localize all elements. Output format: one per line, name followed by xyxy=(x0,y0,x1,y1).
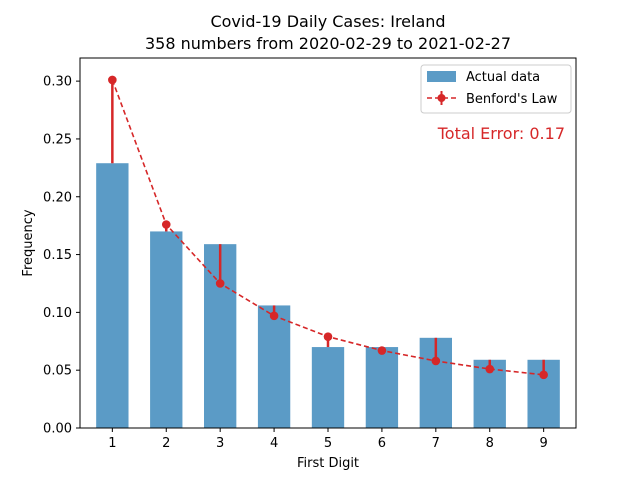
y-tick-label: 0.30 xyxy=(43,75,72,90)
x-tick-label: 9 xyxy=(540,436,548,451)
benford-point-digit-5 xyxy=(323,332,333,341)
legend-swatch-actual xyxy=(427,71,456,82)
bar-digit-5 xyxy=(311,347,345,428)
benford-point-digit-6 xyxy=(377,346,387,355)
x-tick-label: 1 xyxy=(108,436,116,451)
legend: Actual data Benford's Law xyxy=(420,64,572,114)
y-axis: 0.00 0.05 0.10 0.15 0.20 0.25 0.30 xyxy=(43,75,80,437)
y-tick-label: 0.15 xyxy=(43,248,72,263)
x-axis: 1 2 3 4 5 6 7 8 9 xyxy=(108,428,548,451)
y-tick-label: 0.25 xyxy=(43,132,72,147)
x-tick-label: 5 xyxy=(324,436,332,451)
legend-swatch-benford-marker xyxy=(437,94,446,102)
bar-digit-4 xyxy=(257,305,291,428)
benford-series xyxy=(108,75,548,380)
x-tick-label: 4 xyxy=(270,436,278,451)
y-tick-label: 0.10 xyxy=(43,306,72,321)
chart-title: Covid-19 Daily Cases: Ireland xyxy=(210,12,445,31)
y-tick-label: 0.00 xyxy=(43,422,72,437)
chart-subtitle: 358 numbers from 2020-02-29 to 2021-02-2… xyxy=(145,34,511,53)
x-tick-label: 3 xyxy=(216,436,224,451)
x-tick-label: 8 xyxy=(486,436,494,451)
x-tick-label: 7 xyxy=(432,436,440,451)
benford-point-digit-3 xyxy=(215,279,225,288)
benford-point-digit-2 xyxy=(161,220,171,229)
x-axis-label: First Digit xyxy=(297,456,359,471)
y-tick-label: 0.20 xyxy=(43,190,72,205)
benford-point-digit-1 xyxy=(108,75,117,85)
x-tick-label: 2 xyxy=(162,436,170,451)
legend-box xyxy=(420,64,572,114)
bar-digit-2 xyxy=(150,231,183,428)
benford-point-digit-7 xyxy=(431,356,441,366)
x-tick-label: 6 xyxy=(378,436,386,451)
y-tick-label: 0.05 xyxy=(43,364,72,379)
legend-label-actual: Actual data xyxy=(466,70,540,85)
y-axis-label: Frequency xyxy=(21,209,36,276)
legend-label-benford: Benford's Law xyxy=(466,92,558,107)
benford-point-digit-4 xyxy=(269,311,279,321)
total-error-annotation: Total Error: 0.17 xyxy=(437,124,565,143)
bar-digit-1 xyxy=(96,163,129,428)
benford-point-digit-8 xyxy=(485,364,495,374)
benford-point-digit-9 xyxy=(539,370,548,380)
bar-digit-6 xyxy=(365,347,399,428)
bar-series xyxy=(96,163,560,428)
